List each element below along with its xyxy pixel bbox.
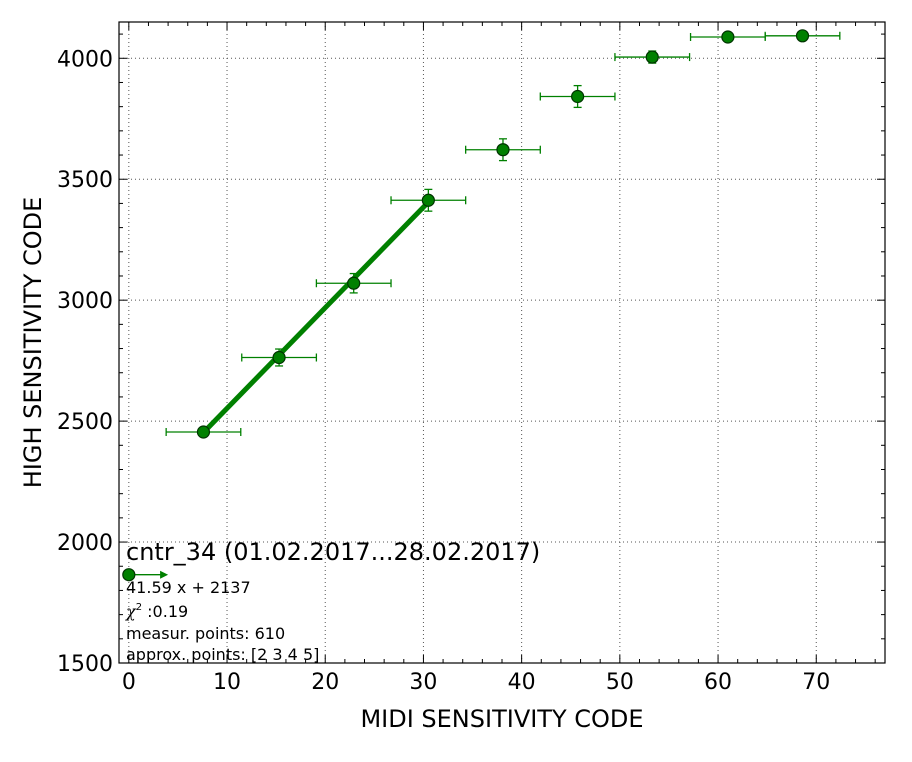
data-point [196, 425, 211, 439]
y-tick-labels: 1500 2000 2500 3000 3500 4000 [57, 47, 113, 677]
data-point [496, 143, 510, 157]
data-points [196, 29, 810, 439]
grid-lines [119, 22, 885, 664]
x-tick-label: 60 [704, 670, 732, 695]
x-tick-label: 0 [122, 670, 136, 695]
data-point [645, 50, 659, 64]
x-tick-labels: 0 10 20 30 40 50 60 70 [122, 670, 830, 695]
chi-value: :0.19 [142, 602, 188, 621]
plot-frame [118, 21, 886, 664]
x-axis-title: MIDI SENSITIVITY CODE [360, 705, 643, 733]
data-point [347, 276, 361, 290]
legend-marker-group [122, 568, 169, 582]
y-axis-title: HIGH SENSITIVITY CODE [19, 197, 47, 489]
chi-symbol: χ [125, 602, 137, 621]
chi-superscript: 2 [136, 602, 142, 613]
x-tick-label: 20 [311, 670, 339, 695]
x-tick-label: 50 [606, 670, 634, 695]
measurement-points: measur. points: 610 [126, 624, 285, 643]
fit-line-group [201, 200, 431, 435]
y-tick-label: 3500 [57, 168, 113, 193]
approximation-points: approx. points: [2 3 4 5] [126, 645, 319, 664]
x-tick-label: 40 [508, 670, 536, 695]
legend-marker [122, 568, 136, 582]
x-tick-label: 70 [802, 670, 830, 695]
y-tick-label: 3000 [57, 289, 113, 314]
x-tick-label: 30 [409, 670, 437, 695]
data-point [795, 29, 810, 43]
annotation-title: cntr_34 (01.02.2017...28.02.2017) [126, 538, 540, 566]
fit-line [201, 200, 431, 435]
fit-equation: 41.59 x + 2137 [126, 578, 251, 597]
y-tick-label: 1500 [57, 652, 113, 677]
chi-square: χ2 :0.19 [125, 602, 188, 621]
minor-ticks [119, 22, 885, 663]
y-tick-label: 4000 [57, 47, 113, 72]
major-ticks [119, 22, 885, 664]
annotation-block: cntr_34 (01.02.2017...28.02.2017) 41.59 … [125, 538, 540, 664]
error-bars [165, 31, 841, 437]
y-tick-label: 2500 [57, 410, 113, 435]
y-tick-label: 2000 [57, 531, 113, 556]
data-point [421, 193, 435, 207]
data-point [721, 30, 735, 44]
x-tick-label: 10 [213, 670, 241, 695]
data-point [571, 89, 585, 104]
legend-arrow-head [160, 570, 169, 579]
data-point [272, 350, 286, 365]
